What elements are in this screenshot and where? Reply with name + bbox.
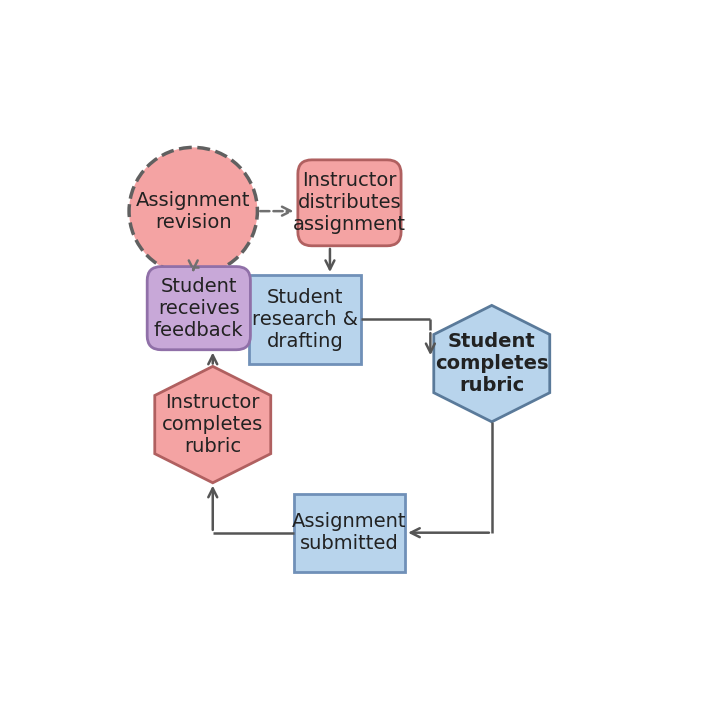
Circle shape xyxy=(129,148,258,275)
Text: Assignment
submitted: Assignment submitted xyxy=(292,512,407,553)
Text: Instructor
completes
rubric: Instructor completes rubric xyxy=(162,393,264,456)
FancyBboxPatch shape xyxy=(298,160,401,246)
Text: Student
receives
feedback: Student receives feedback xyxy=(154,276,243,340)
Polygon shape xyxy=(155,366,271,483)
Polygon shape xyxy=(433,305,550,422)
Bar xyxy=(249,275,361,364)
Text: Student
research &
drafting: Student research & drafting xyxy=(252,288,358,351)
Bar xyxy=(294,494,405,572)
Text: Student
completes
rubric: Student completes rubric xyxy=(435,332,549,395)
Text: Instructor
distributes
assignment: Instructor distributes assignment xyxy=(293,171,406,234)
Text: Assignment
revision: Assignment revision xyxy=(136,191,251,232)
FancyBboxPatch shape xyxy=(147,266,251,350)
